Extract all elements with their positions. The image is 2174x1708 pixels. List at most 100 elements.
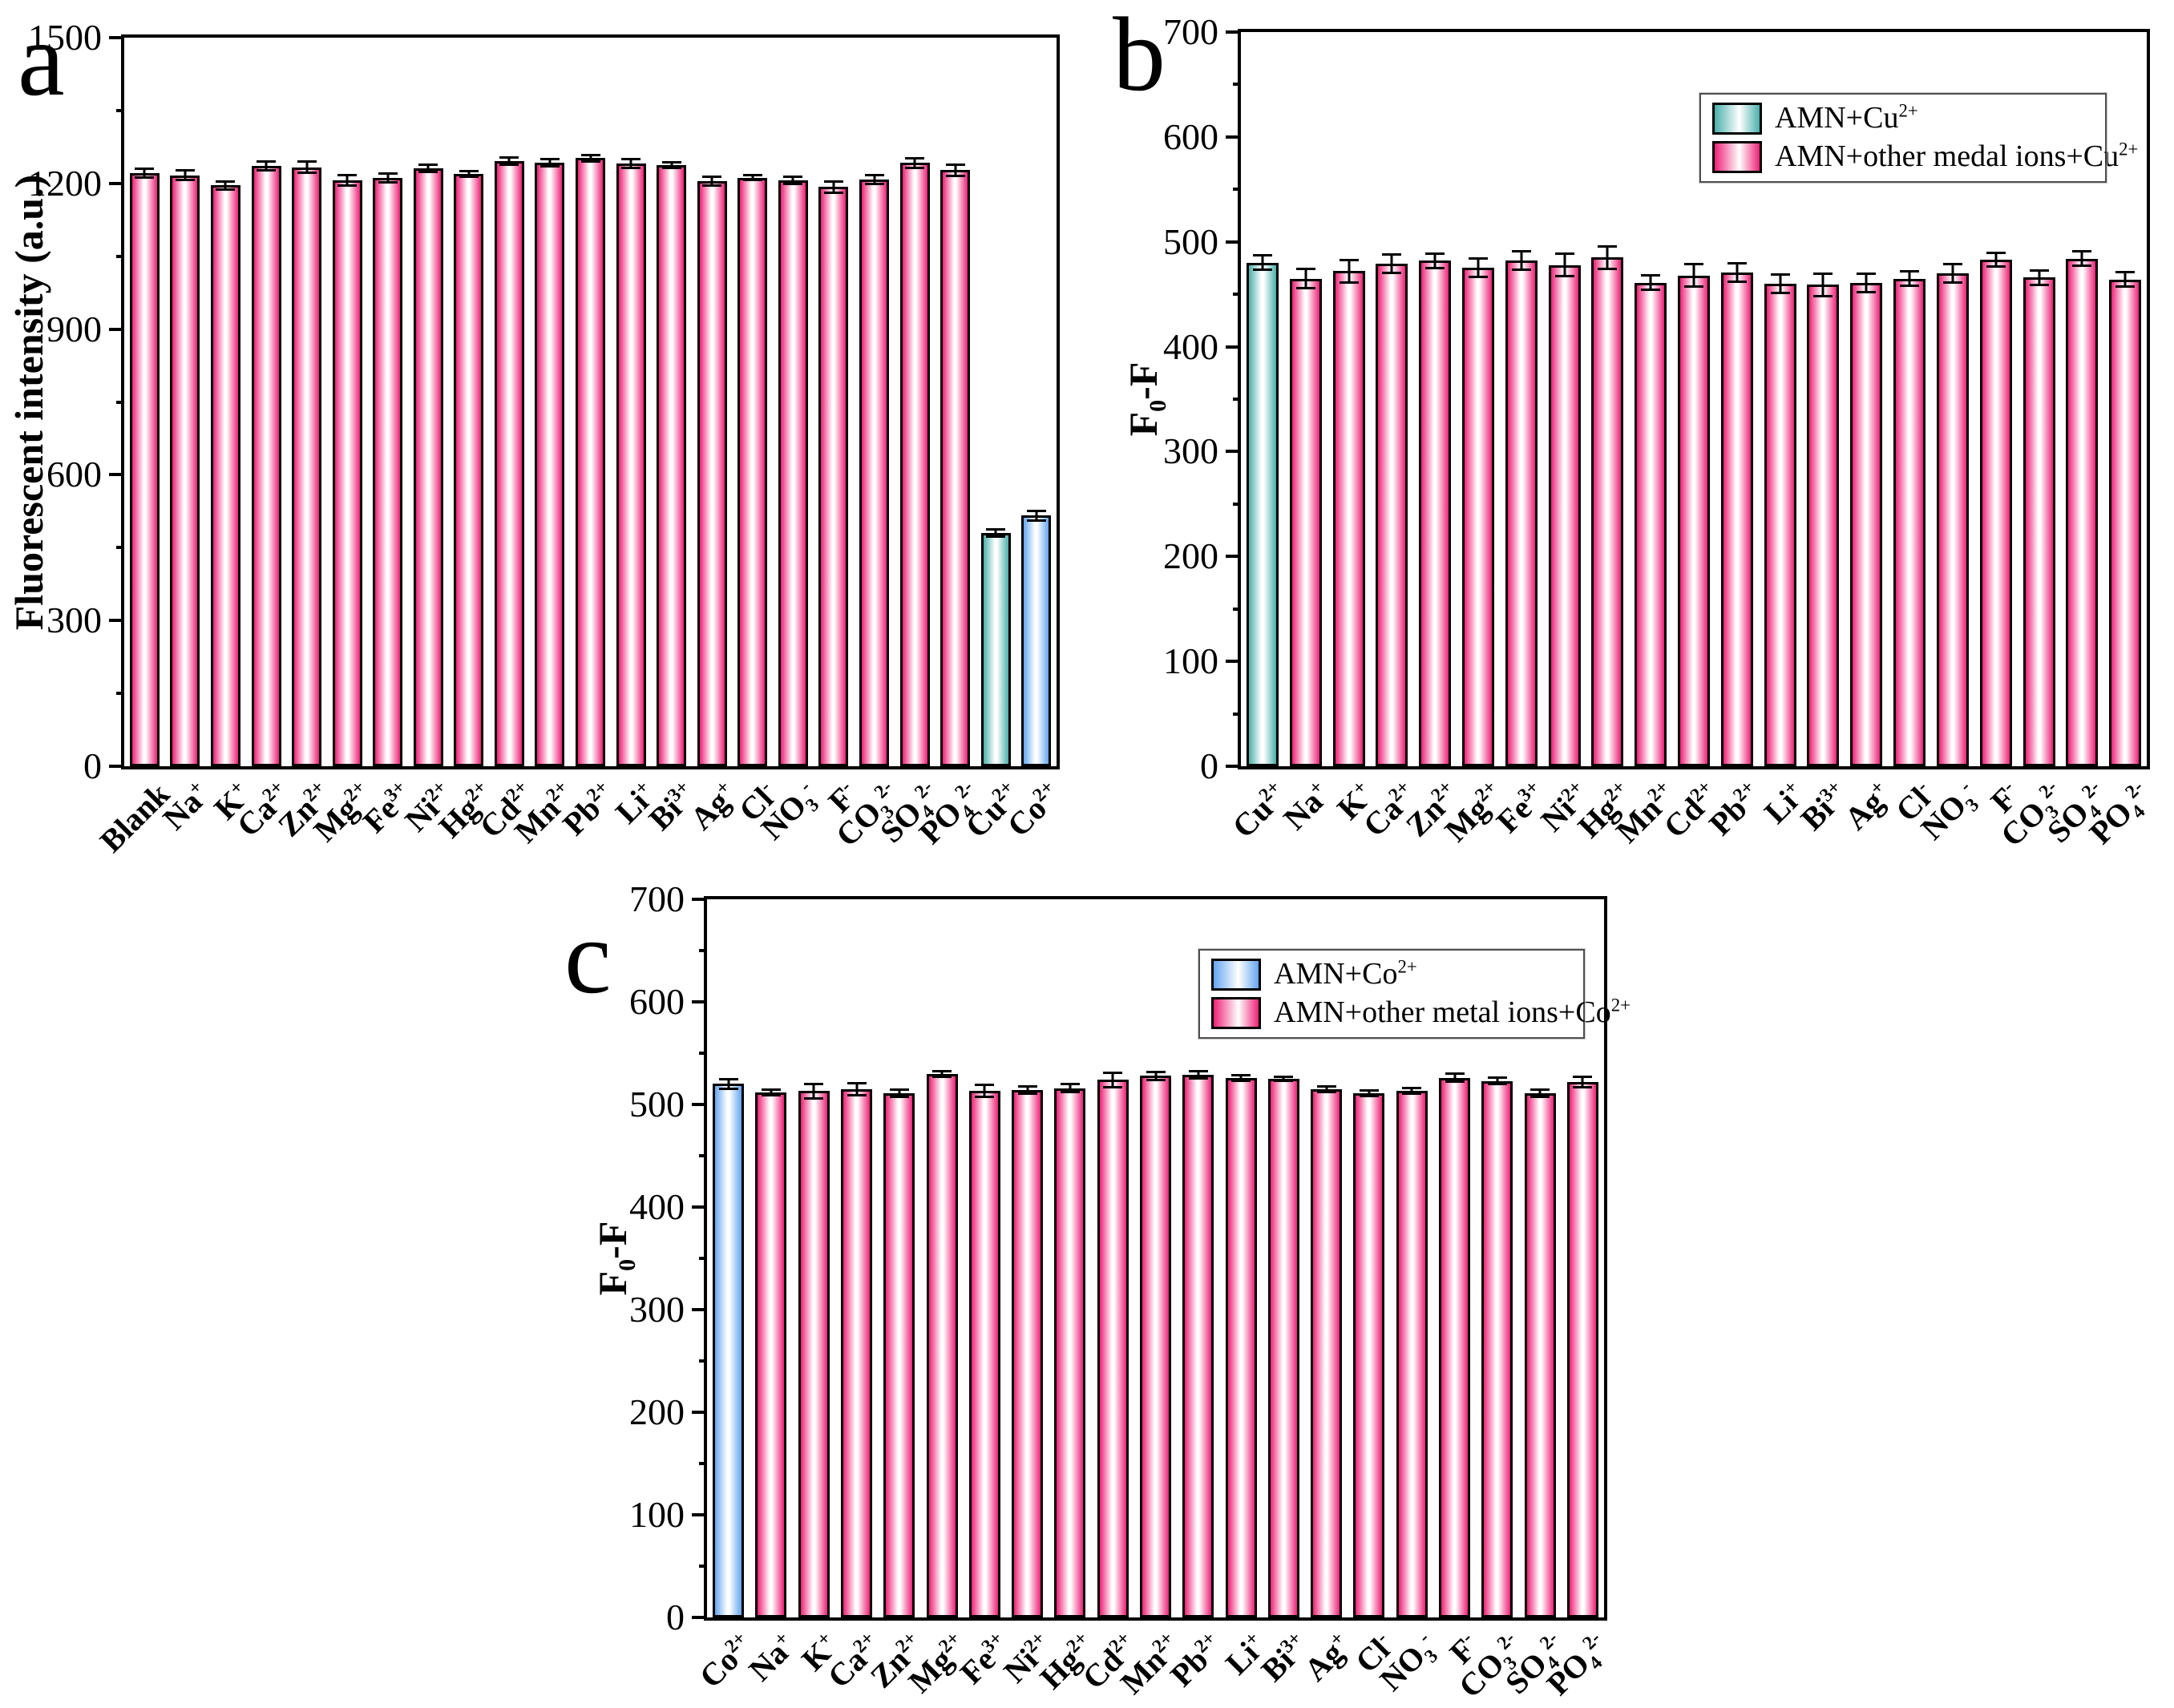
bar (657, 164, 687, 766)
y-axis-title-b: F0-F (1121, 361, 1171, 437)
bar (2066, 258, 2099, 766)
error-bar (1359, 1088, 1379, 1097)
error-bar-stem (1282, 1078, 1285, 1080)
y-minor-tick (1233, 83, 1241, 87)
error-bar (1445, 1072, 1465, 1084)
bar (1720, 272, 1753, 766)
bar (778, 180, 808, 766)
error-bar (1103, 1072, 1123, 1088)
error-bar-stem (1026, 1087, 1029, 1093)
y-tick-label: 1500 (28, 17, 102, 58)
error-bar-stem (426, 166, 430, 172)
y-minor-tick (1233, 712, 1241, 716)
y-major-tick (692, 1000, 707, 1003)
error-bar-stem (1649, 277, 1652, 289)
error-bar (1339, 258, 1359, 285)
y-tick-label: 0 (83, 745, 102, 786)
error-bar-stem (770, 1090, 773, 1094)
legend-box: AMN+Co2+ AMN+other metal ions+Co2+ (1198, 948, 1630, 1040)
error-bar-stem (1581, 1078, 1584, 1086)
error-bar-stem (954, 166, 957, 175)
error-bar (661, 160, 681, 169)
y-tick-label: 200 (1163, 535, 1218, 577)
bar (1850, 282, 1883, 766)
error-bar (2029, 269, 2049, 286)
bar (1054, 1088, 1086, 1617)
bar (2109, 279, 2142, 766)
bar (292, 167, 321, 766)
error-bar-stem (1239, 1076, 1243, 1080)
error-bar-stem (994, 531, 997, 536)
bar (129, 173, 160, 766)
error-bar (1146, 1070, 1166, 1081)
legend-label: AMN+Cu2+ (1775, 100, 1918, 135)
error-bar-stem (832, 182, 835, 192)
bar (1548, 264, 1581, 766)
bar (1140, 1076, 1171, 1617)
error-bar (1295, 268, 1315, 289)
legend-box: AMN+Cu2+ AMN+other medal ions+Cu2+ (1699, 92, 2138, 184)
bar (1246, 262, 1279, 766)
error-bar-stem (1821, 274, 1824, 296)
y-minor-tick (699, 949, 707, 952)
y-minor-tick (699, 1462, 707, 1465)
error-bar-stem (1453, 1075, 1456, 1081)
error-bar-stem (791, 178, 794, 184)
error-bar-stem (589, 155, 592, 160)
y-tick-label: 500 (1163, 220, 1218, 262)
error-bar-stem (629, 159, 632, 168)
error-bar-stem (670, 163, 673, 167)
error-bar (297, 160, 317, 175)
bar (1353, 1092, 1385, 1617)
legend-label: AMN+other metal ions+Co2+ (1274, 995, 1630, 1030)
bar (1678, 275, 1710, 766)
error-bar (1770, 273, 1790, 295)
bar (2022, 277, 2055, 766)
error-bar (459, 170, 479, 179)
error-bar-stem (1069, 1085, 1072, 1091)
y-tick-label: 100 (629, 1494, 685, 1535)
y-minor-tick (699, 1565, 707, 1568)
y-minor-tick (1233, 607, 1241, 611)
error-bar (1530, 1088, 1550, 1099)
error-bar (1382, 253, 1402, 275)
y-major-tick (109, 765, 124, 768)
legend-label: AMN+other medal ions+Cu2+ (1775, 139, 2139, 174)
bar (818, 187, 849, 766)
y-major-tick (692, 1616, 707, 1619)
y-major-tick (1226, 450, 1241, 454)
y-tick-label: 300 (629, 1289, 685, 1330)
error-bar-stem (1563, 254, 1566, 276)
bar (1332, 271, 1365, 766)
x-tick-label-text: Ag+ (682, 777, 737, 837)
error-bar-stem (2038, 271, 2040, 284)
error-bar (864, 173, 884, 186)
error-bar (1402, 1087, 1422, 1096)
error-bar-stem (386, 174, 390, 182)
error-bar-stem (873, 176, 875, 184)
bar (1021, 515, 1052, 766)
error-bar-stem (1368, 1091, 1371, 1095)
bar (1376, 264, 1408, 766)
bar (899, 163, 930, 766)
error-bar-stem (751, 176, 754, 180)
y-major-tick (692, 1411, 707, 1414)
bar (1311, 1088, 1343, 1617)
y-tick-label: 600 (46, 454, 102, 495)
error-bar (1573, 1076, 1593, 1088)
bar (1462, 268, 1494, 766)
y-axis-title-c: F0-F (590, 1221, 640, 1296)
panel-letter-a: a (18, 0, 65, 118)
error-bar-stem (1035, 512, 1038, 519)
y-major-tick (1226, 345, 1241, 349)
error-bar (986, 528, 1006, 539)
bar (251, 166, 281, 766)
y-tick-label: 900 (46, 308, 102, 349)
error-bar (1641, 274, 1661, 292)
y-tick-label: 0 (666, 1597, 685, 1637)
bar (859, 180, 889, 766)
error-bar-stem (1304, 270, 1307, 287)
error-bar (905, 157, 924, 169)
error-bar (1231, 1073, 1251, 1082)
error-bar-stem (1779, 276, 1782, 293)
